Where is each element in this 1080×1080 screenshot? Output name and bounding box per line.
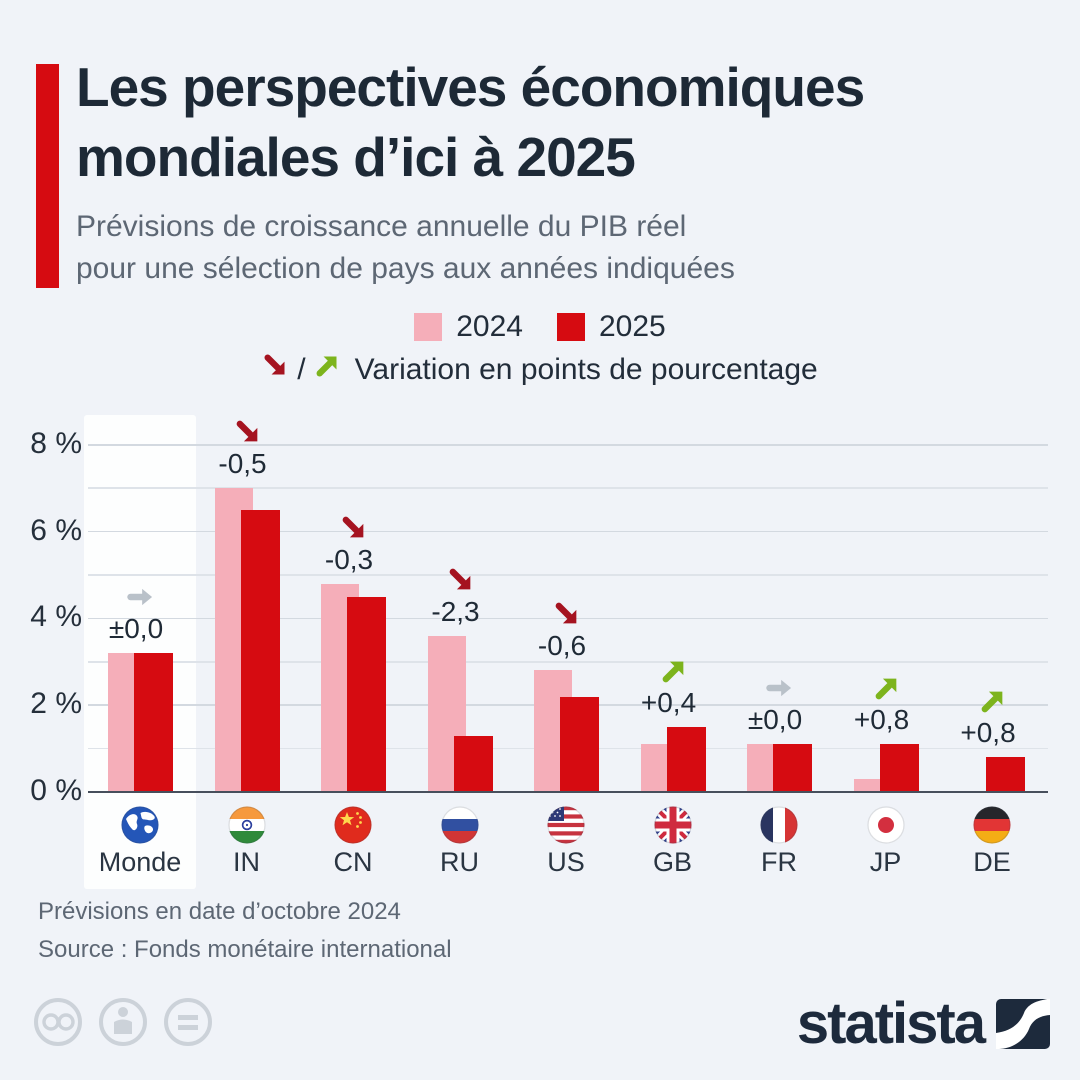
y-tick-label: 4 % <box>30 600 82 634</box>
world-flag-icon <box>121 806 159 844</box>
title-line-2: mondiales d’ici à 2025 <box>76 126 636 188</box>
category-label-monde: Monde <box>98 847 182 877</box>
bar-2025-ru <box>453 735 493 792</box>
variation-label-monde: ±0,0 <box>108 613 164 645</box>
variation-label-us: -0,6 <box>537 630 587 662</box>
category-label-cn: CN <box>333 847 373 877</box>
japan-flag-icon <box>866 806 905 844</box>
y-tick-label: 8 % <box>30 426 82 460</box>
variation-label-cn: -0,3 <box>324 543 374 575</box>
russia-flag-icon <box>440 806 479 844</box>
footnote: Prévisions en date d’octobre 2024 <box>38 898 401 925</box>
cc-nd-equals-icon <box>164 998 212 1046</box>
trend-up-icon <box>314 352 341 387</box>
page-title: Les perspectives économiques mondiales d… <box>76 52 865 192</box>
bar-2025-us <box>560 696 599 792</box>
legend: 2024 2025 <box>0 310 1080 344</box>
india-flag-icon <box>227 806 266 844</box>
gridline <box>88 530 1048 533</box>
trend-down-icon <box>447 566 477 596</box>
usa-flag-icon <box>547 806 585 844</box>
trend-down-icon <box>234 418 264 448</box>
legend-label-2025: 2025 <box>599 310 666 343</box>
category-label-fr: FR <box>761 847 797 877</box>
variation-label-jp: +0,8 <box>853 704 910 736</box>
legend-variation-label: Variation en points de pourcentage <box>354 352 818 386</box>
category-label-in: IN <box>233 847 260 877</box>
y-tick-label: 6 % <box>30 513 82 547</box>
legend-variation: / Variation en points de pourcentage <box>0 352 1080 387</box>
statista-wordmark: statista <box>796 991 986 1056</box>
trend-down-icon <box>262 352 289 387</box>
trend-up-icon <box>979 687 1009 717</box>
france-flag-icon <box>760 806 798 844</box>
category-label-de: DE <box>973 847 1011 877</box>
trend-up-icon <box>660 657 690 687</box>
variation-label-gb: +0,4 <box>640 686 697 718</box>
legend-swatch-2024 <box>414 313 443 341</box>
subtitle-line-1: Prévisions de croissance annuelle du PIB… <box>76 210 687 243</box>
title-accent-bar <box>36 64 59 288</box>
bar-2025-gb <box>666 726 706 792</box>
legend-item-2024: 2024 <box>414 310 523 344</box>
source-line: Source : Fonds monétaire international <box>38 936 452 963</box>
gridline <box>88 487 1048 489</box>
legend-item-2025: 2025 <box>557 310 666 344</box>
bar-2025-jp <box>879 744 919 792</box>
trend-down-icon <box>553 600 583 630</box>
variation-label-ru: -2,3 <box>431 595 480 627</box>
trend-flat-icon <box>127 583 157 613</box>
title-line-1: Les perspectives économiques <box>76 56 865 118</box>
legend-label-2024: 2024 <box>456 310 523 343</box>
y-tick-label: 0 % <box>30 774 82 807</box>
germany-flag-icon <box>973 806 1011 844</box>
cc-by-person-icon <box>99 998 147 1046</box>
category-label-jp: JP <box>869 847 902 877</box>
gridline <box>88 444 1048 446</box>
x-axis-line <box>88 790 1048 794</box>
statista-logo-icon <box>996 998 1050 1049</box>
legend-swatch-2025 <box>557 313 585 341</box>
gridline <box>88 661 1048 663</box>
cc-icon <box>34 998 82 1046</box>
variation-label-fr: ±0,0 <box>747 704 803 736</box>
trend-up-icon <box>873 674 903 704</box>
variation-label-in: -0,5 <box>218 448 267 480</box>
gridline <box>88 574 1048 576</box>
bar-2025-monde <box>134 653 173 792</box>
category-label-us: US <box>547 847 585 877</box>
license-icons[interactable] <box>30 994 240 1055</box>
subtitle-line-2: pour une sélection de pays aux années in… <box>76 252 735 285</box>
y-tick-label: 2 % <box>30 687 82 721</box>
bar-2025-cn <box>347 596 386 792</box>
bar-2025-fr <box>773 744 812 792</box>
legend-separator: / <box>297 352 306 386</box>
category-label-ru: RU <box>440 847 479 877</box>
statista-logo[interactable]: statista <box>797 990 1050 1057</box>
bar-2025-in <box>240 509 280 792</box>
variation-label-de: +0,8 <box>960 717 1016 749</box>
china-flag-icon <box>334 806 372 844</box>
uk-flag-icon <box>653 806 692 844</box>
trend-down-icon <box>340 514 370 544</box>
trend-flat-icon <box>766 674 796 704</box>
category-label-gb: GB <box>652 847 692 877</box>
bar-2025-de <box>986 757 1025 792</box>
page-subtitle: Prévisions de croissance annuelle du PIB… <box>76 206 735 290</box>
